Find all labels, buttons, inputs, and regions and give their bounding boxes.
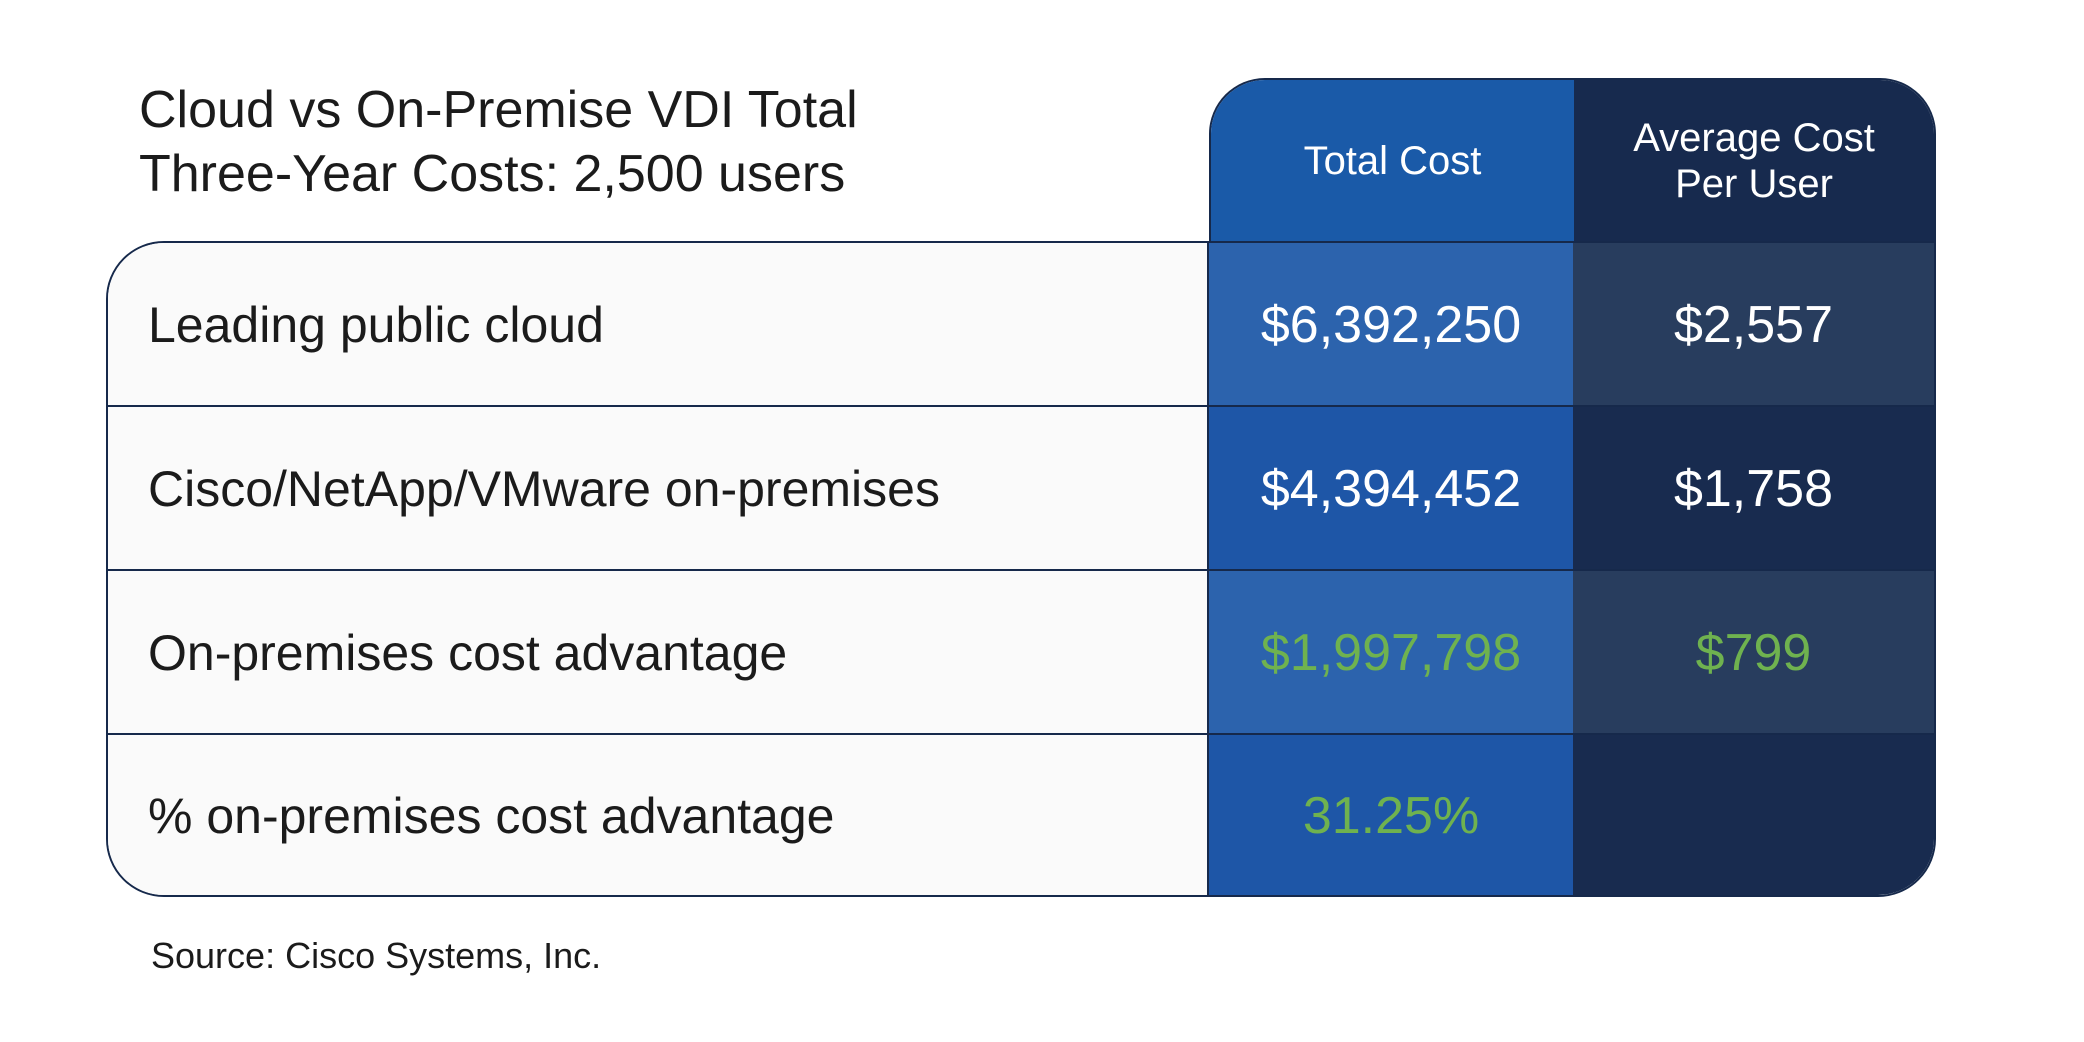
table-row: Cisco/NetApp/VMware on-premises $4,394,4… bbox=[108, 407, 1934, 570]
chart-title-line-1: Cloud vs On-Premise VDI Total bbox=[139, 81, 858, 139]
column-header-average-cost: Average Cost Per User bbox=[1574, 80, 1934, 242]
source-note: Source: Cisco Systems, Inc. bbox=[151, 935, 602, 976]
table-row: % on-premises cost advantage 31.25% bbox=[108, 735, 1934, 895]
column-header-total-cost-label: Total Cost bbox=[1303, 139, 1482, 183]
average-cost-cell: $1,758 bbox=[1573, 407, 1934, 570]
cost-table: Leading public cloud $6,392,250 $2,557 C… bbox=[106, 241, 1936, 897]
row-label: On-premises cost advantage bbox=[108, 571, 1209, 734]
chart-title-line-2: Three-Year Costs: 2,500 users bbox=[139, 145, 846, 203]
average-cost-cell: $2,557 bbox=[1573, 243, 1934, 406]
column-header-average-cost-line-1: Average Cost bbox=[1633, 116, 1875, 160]
column-header-average-cost-line-2: Per User bbox=[1675, 162, 1833, 206]
row-divider bbox=[108, 733, 1934, 735]
total-cost-cell: $1,997,798 bbox=[1209, 571, 1573, 734]
average-cost-cell: $799 bbox=[1573, 571, 1934, 734]
column-header-total-cost: Total Cost bbox=[1211, 80, 1574, 242]
column-header-row: Total Cost Average Cost Per User bbox=[1209, 78, 1936, 242]
total-cost-cell: 31.25% bbox=[1209, 735, 1573, 895]
row-label: Leading public cloud bbox=[108, 243, 1209, 406]
total-cost-cell: $4,394,452 bbox=[1209, 407, 1573, 570]
average-cost-cell bbox=[1573, 735, 1934, 895]
total-cost-cell: $6,392,250 bbox=[1209, 243, 1573, 406]
chart-title: Cloud vs On-Premise VDI Total Three-Year… bbox=[139, 78, 1189, 206]
row-label: % on-premises cost advantage bbox=[108, 735, 1209, 895]
row-label: Cisco/NetApp/VMware on-premises bbox=[108, 407, 1209, 570]
row-divider bbox=[108, 405, 1934, 407]
table-row: On-premises cost advantage $1,997,798 $7… bbox=[108, 571, 1934, 734]
table-row: Leading public cloud $6,392,250 $2,557 bbox=[108, 243, 1934, 406]
row-divider bbox=[108, 569, 1934, 571]
